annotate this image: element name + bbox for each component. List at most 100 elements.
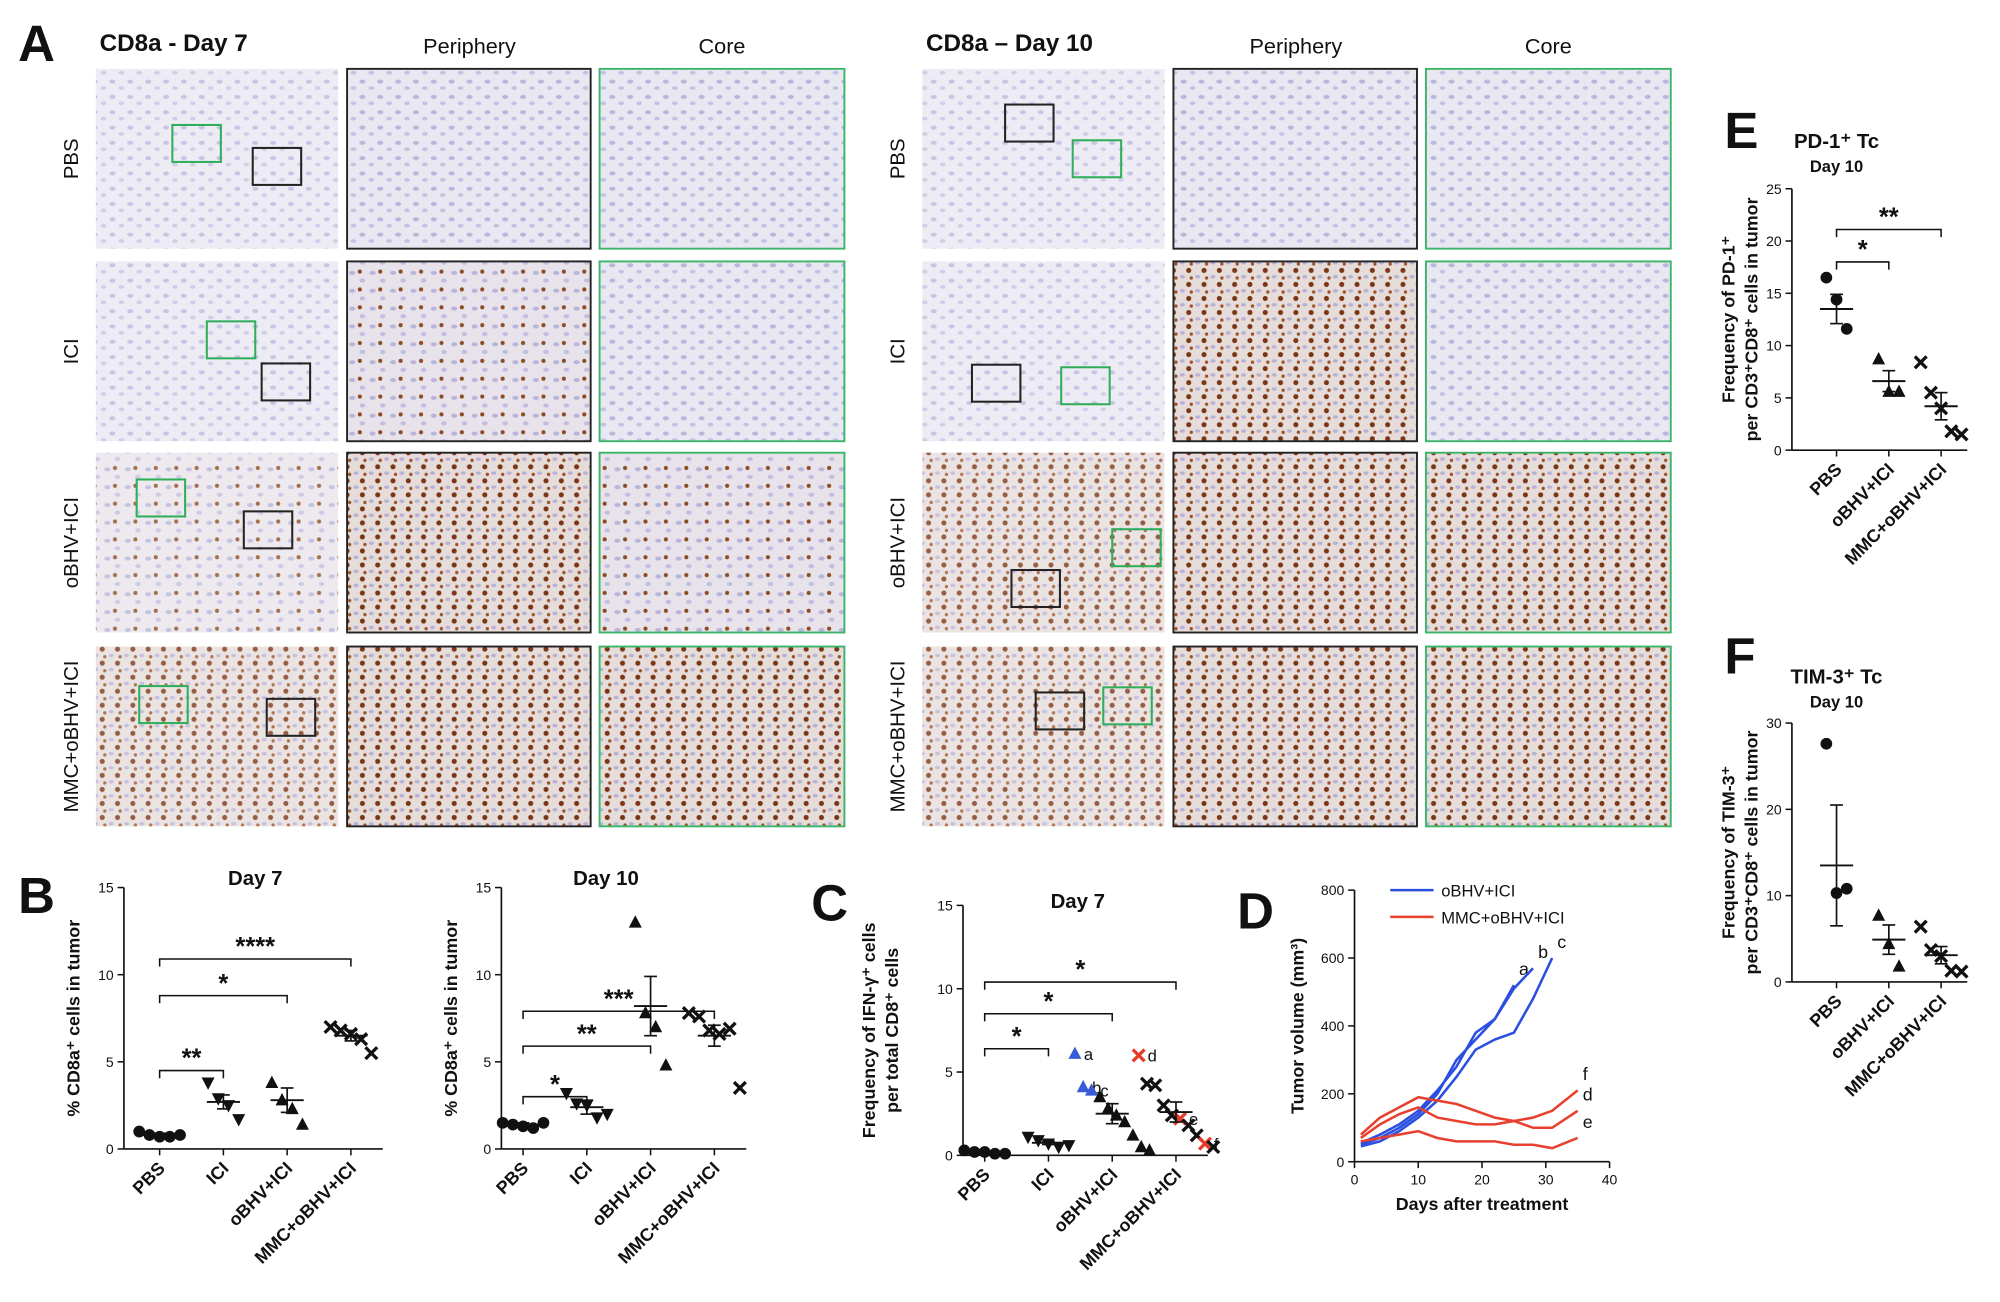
significance-bracket [522,1045,652,1054]
x-tick-label: PBS [129,1158,169,1198]
core-inset-box [1060,366,1111,406]
data-point [1134,1139,1148,1153]
periphery-image [346,67,592,250]
periphery-inset-box [1010,569,1061,609]
y-axis-label: Frequency of PD-1⁺ [1719,236,1739,403]
data-point [323,1019,338,1035]
y-tick-label: 10 [937,981,953,997]
data-point [1068,1046,1082,1059]
chart-subtitle: Day 10 [1810,693,1863,712]
data-point [1954,427,1969,442]
periphery-image [346,260,592,443]
series-line [1360,1106,1579,1139]
data-point [1126,1128,1140,1141]
point-label: c [1100,1082,1108,1101]
chart-title: TIM-3⁺ Tc [1791,667,1883,689]
row-label: oBHV+ICI [61,497,83,588]
panel-letter: A [18,15,55,72]
significance-label: * [1043,988,1053,1016]
significance-bracket [158,958,352,967]
data-point [1954,964,1969,979]
series-line [1360,1089,1579,1136]
data-point [1197,1136,1213,1151]
column-header: Periphery [1250,34,1343,59]
significance-bracket [983,1012,1113,1022]
significance-label: ** [577,1020,597,1048]
data-point [600,1108,614,1122]
y-tick-label: 10 [1766,888,1782,904]
legend-label: MMC+oBHV+ICI [1441,908,1564,927]
row-label: ICI [887,338,909,364]
core-inset-box [135,478,187,518]
core-image [598,451,846,634]
core-image [1424,645,1672,828]
chart-title: Day 7 [228,868,282,890]
data-point [1131,1048,1146,1063]
data-point [1872,908,1886,921]
y-tick-label: 0 [1774,974,1782,990]
data-point [989,1147,1001,1160]
core-inset-box [205,320,257,360]
periphery-image [1172,67,1418,250]
column-header: Core [699,34,746,59]
periphery-inset-box [970,363,1022,403]
data-point [732,1080,747,1096]
y-tick-label: 30 [1766,715,1782,731]
data-point [692,1009,707,1024]
y-tick-label: 20 [1766,801,1782,817]
significance-bracket [1835,261,1890,270]
panel-letter: C [811,875,848,932]
y-axis-label: % CD8a⁺ cells in tumor [63,920,83,1117]
y-tick-label: 0 [106,1141,114,1157]
significance-bracket [522,1095,588,1105]
overview-image [95,68,339,249]
chart-title: Day 10 [573,868,639,890]
data-point [638,1005,652,1019]
legend-label: oBHV+ICI [1441,881,1515,900]
data-point [333,1023,348,1038]
x-tick-label: 10 [1410,1172,1426,1188]
data-point [570,1098,584,1111]
panel-letter: F [1724,627,1755,684]
data-point [1820,737,1833,750]
periphery-inset-box [265,697,317,737]
y-tick-label: 15 [1766,285,1782,301]
data-point [221,1100,235,1113]
data-point [1206,1139,1221,1155]
data-point [1820,271,1833,284]
data-point [1021,1131,1035,1145]
periphery-image [1172,451,1418,634]
y-axis-label: % CD8a⁺ cells in tumor [441,920,461,1117]
data-point [1076,1079,1090,1093]
periphery-image [1172,645,1418,828]
data-point [1148,1078,1163,1093]
core-image [1424,67,1672,250]
significance-label: * [1075,956,1085,984]
y-tick-label: 0 [1337,1154,1345,1170]
data-point [999,1147,1011,1160]
y-tick-label: 10 [98,967,114,983]
data-point [702,1023,717,1038]
significance-bracket [983,1047,1050,1057]
data-point [537,1116,550,1129]
series-label: a [1519,959,1529,979]
significance-label: ** [182,1045,202,1073]
periphery-inset-box [1034,691,1086,731]
x-tick-label: 40 [1602,1172,1618,1188]
data-point [1062,1140,1076,1153]
y-tick-label: 5 [106,1054,114,1070]
data-point [1872,352,1886,365]
series-label: d [1583,1085,1593,1105]
chart-title: Day 7 [1051,891,1105,913]
row-label: PBS [887,138,909,179]
data-point [1143,1143,1157,1156]
y-axis-label: per CD3⁺CD8⁺ cells in tumor [1741,197,1761,441]
series-label: c [1557,932,1566,952]
data-point [722,1021,737,1036]
data-point [1892,384,1906,397]
y-tick-label: 20 [1766,233,1782,249]
core-image [1424,451,1672,634]
data-point [295,1117,309,1130]
y-tick-label: 15 [98,880,114,896]
